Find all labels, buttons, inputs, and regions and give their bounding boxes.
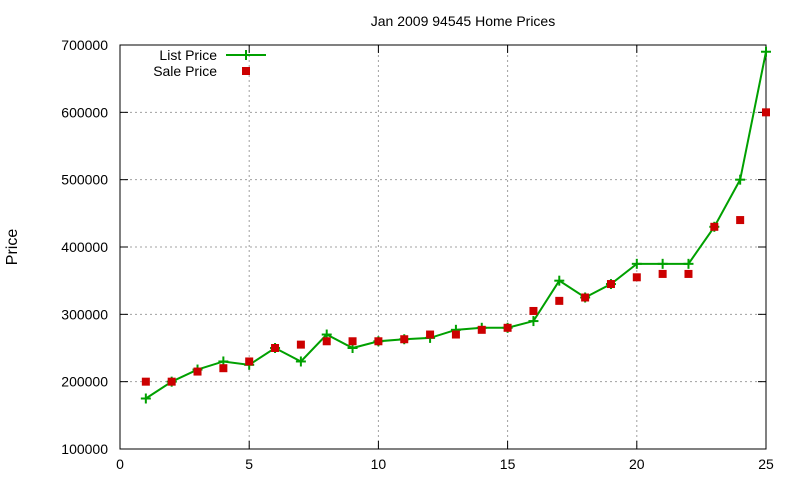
sale-price-point <box>451 330 460 339</box>
sale-price-point <box>555 296 564 305</box>
sale-price-point <box>503 323 512 332</box>
y-tick-label: 500000 <box>61 172 108 188</box>
x-tick-label: 5 <box>245 456 253 472</box>
list-price-point <box>631 258 642 269</box>
list-price-point <box>140 393 151 404</box>
legend: List Price Sale Price <box>153 47 266 79</box>
x-tick-label: 10 <box>371 456 387 472</box>
sale-price-point <box>348 337 357 346</box>
sale-price-point <box>245 357 254 366</box>
sale-price-point <box>762 108 770 117</box>
sale-price-point <box>219 364 228 373</box>
grid-lines <box>120 45 766 449</box>
y-tick-label: 700000 <box>61 37 108 53</box>
sale-price-point <box>167 377 176 386</box>
y-tick-label: 100000 <box>61 441 108 457</box>
y-tick-label: 200000 <box>61 374 108 390</box>
sale-price-point <box>606 280 615 289</box>
sale-price-point <box>736 216 745 225</box>
y-axis-label: Price <box>4 229 21 266</box>
legend-plus-marker <box>241 50 251 60</box>
y-tick-label: 600000 <box>61 104 108 120</box>
axis-ticks: 0 5 10 15 20 25 100000 200000 300000 400000 500000… <box>61 37 774 472</box>
legend-label-list-price: List Price <box>159 47 217 63</box>
sale-price-point <box>374 337 383 346</box>
list-price-point <box>657 258 668 269</box>
sale-price-point <box>632 273 641 282</box>
sale-price-point <box>322 337 331 346</box>
list-price-point <box>295 356 306 367</box>
list-price-point <box>735 174 746 185</box>
sale-price-point <box>477 325 486 334</box>
sale-price-point <box>658 269 667 278</box>
legend-swatch-sale-price <box>242 67 250 75</box>
sale-price-point <box>141 377 150 386</box>
x-tick-label: 15 <box>500 456 516 472</box>
sale-price-point <box>426 330 435 339</box>
sale-price-point <box>684 269 693 278</box>
sale-price-point <box>400 335 409 344</box>
list-price-point <box>683 258 694 269</box>
legend-label-sale-price: Sale Price <box>153 63 217 79</box>
sale-price-point <box>296 340 305 349</box>
x-tick-label: 20 <box>629 456 645 472</box>
sale-price-point <box>193 367 202 376</box>
list-price-line <box>145 51 767 400</box>
list-price-point <box>761 46 771 57</box>
data-series <box>140 46 771 404</box>
x-tick-label: 0 <box>116 456 124 472</box>
list-price-point <box>528 316 539 327</box>
sale-price-point <box>529 306 538 315</box>
y-tick-label: 400000 <box>61 239 108 255</box>
sale-price-point <box>710 222 719 231</box>
x-tick-label: 25 <box>758 456 774 472</box>
sale-price-point <box>271 344 280 352</box>
sale-price-point <box>581 293 590 302</box>
legend-swatch-list-price <box>226 50 266 60</box>
chart-title: Jan 2009 94545 Home Prices <box>371 13 555 29</box>
list-price-point <box>554 275 565 286</box>
series-list-price <box>140 46 771 404</box>
legend-square-marker <box>242 67 250 75</box>
y-tick-label: 300000 <box>61 306 108 322</box>
series-sale-price <box>141 108 770 386</box>
